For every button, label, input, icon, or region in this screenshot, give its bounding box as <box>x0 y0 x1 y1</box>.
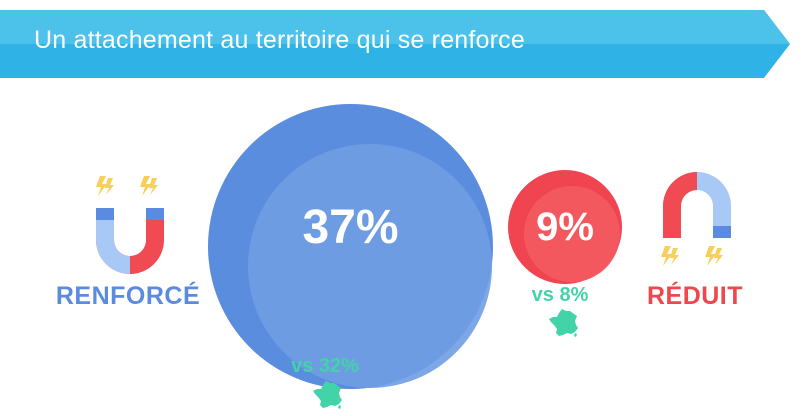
france-map-icon <box>312 380 344 410</box>
reduit-comparison: vs 8% <box>531 284 589 306</box>
magnet-down-icon <box>655 168 739 276</box>
header-banner: Un attachement au territoire qui se renf… <box>0 0 804 88</box>
renforce-circle <box>208 104 493 389</box>
reduit-percent: 9% <box>536 205 594 249</box>
renforce-percent: 37% <box>302 201 399 254</box>
reduit-circle <box>508 170 622 284</box>
france-map-icon-small <box>548 308 580 338</box>
renforce-comparison: vs 32% <box>291 355 359 377</box>
renforce-label: RENFORCÉ <box>55 282 201 310</box>
magnet-up-icon <box>88 170 172 278</box>
reduit-label: RÉDUIT <box>646 282 744 310</box>
page-title: Un attachement au territoire qui se renf… <box>34 26 525 54</box>
